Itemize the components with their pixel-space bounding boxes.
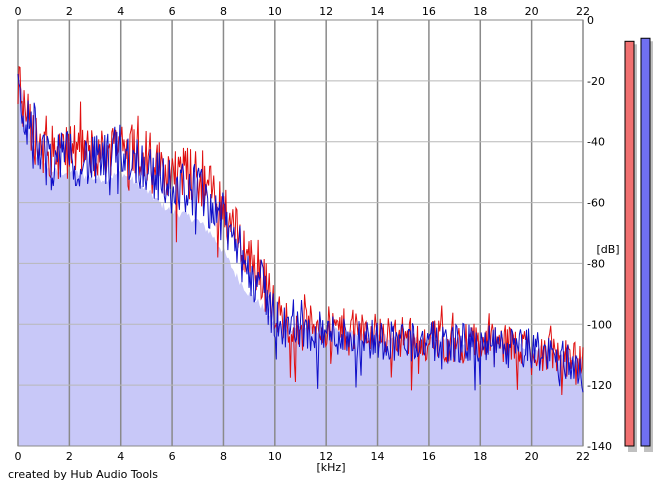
x-tick-label-top: 6	[169, 5, 176, 18]
y-tick-label: -40	[587, 136, 605, 149]
x-tick-label-top: 14	[371, 5, 385, 18]
level-meters	[624, 37, 653, 453]
x-tick-label-bottom: 8	[220, 450, 227, 463]
x-tick-label-bottom: 4	[117, 450, 124, 463]
plot-border	[17, 19, 584, 447]
x-tick-label-top: 12	[319, 5, 333, 18]
x-tick-label-top: 4	[117, 5, 124, 18]
x-tick-label-top: 16	[422, 5, 436, 18]
x-tick-label-bottom: 0	[15, 450, 22, 463]
y-tick-label: -100	[587, 318, 612, 331]
x-tick-label-top: 20	[525, 5, 539, 18]
x-tick-label-top: 22	[576, 5, 590, 18]
x-tick-label-bottom: 14	[371, 450, 385, 463]
level-meter-left	[624, 40, 635, 447]
x-tick-label-top: 2	[66, 5, 73, 18]
x-axis-unit: [kHz]	[317, 461, 346, 474]
x-tick-label-bottom: 18	[473, 450, 487, 463]
spectrum-series-blue	[17, 73, 584, 393]
x-tick-label-bottom: 12	[319, 450, 333, 463]
x-tick-label-top: 8	[220, 5, 227, 18]
x-tick-label-bottom: 10	[268, 450, 282, 463]
y-tick-label: 0	[587, 14, 594, 27]
x-tick-label-bottom: 2	[66, 450, 73, 463]
y-tick-label: -60	[587, 197, 605, 210]
x-tick-label-top: 0	[15, 5, 22, 18]
x-tick-label-bottom: 16	[422, 450, 436, 463]
y-tick-label: -120	[587, 379, 612, 392]
level-meter-right	[640, 37, 651, 447]
x-tick-label-bottom: 20	[525, 450, 539, 463]
y-tick-label: -80	[587, 257, 605, 270]
x-tick-label-bottom: 6	[169, 450, 176, 463]
y-axis-unit: [dB]	[596, 243, 619, 256]
x-tick-label-bottom: 22	[576, 450, 590, 463]
series-layer	[17, 65, 584, 396]
y-tick-label: -20	[587, 75, 605, 88]
axis-layer: 002244668810101212141416161818202022220-…	[15, 5, 612, 463]
y-tick-label: -140	[587, 440, 612, 453]
credit-text: created by Hub Audio Tools	[8, 468, 158, 481]
x-tick-label-top: 10	[268, 5, 282, 18]
x-tick-label-top: 18	[473, 5, 487, 18]
